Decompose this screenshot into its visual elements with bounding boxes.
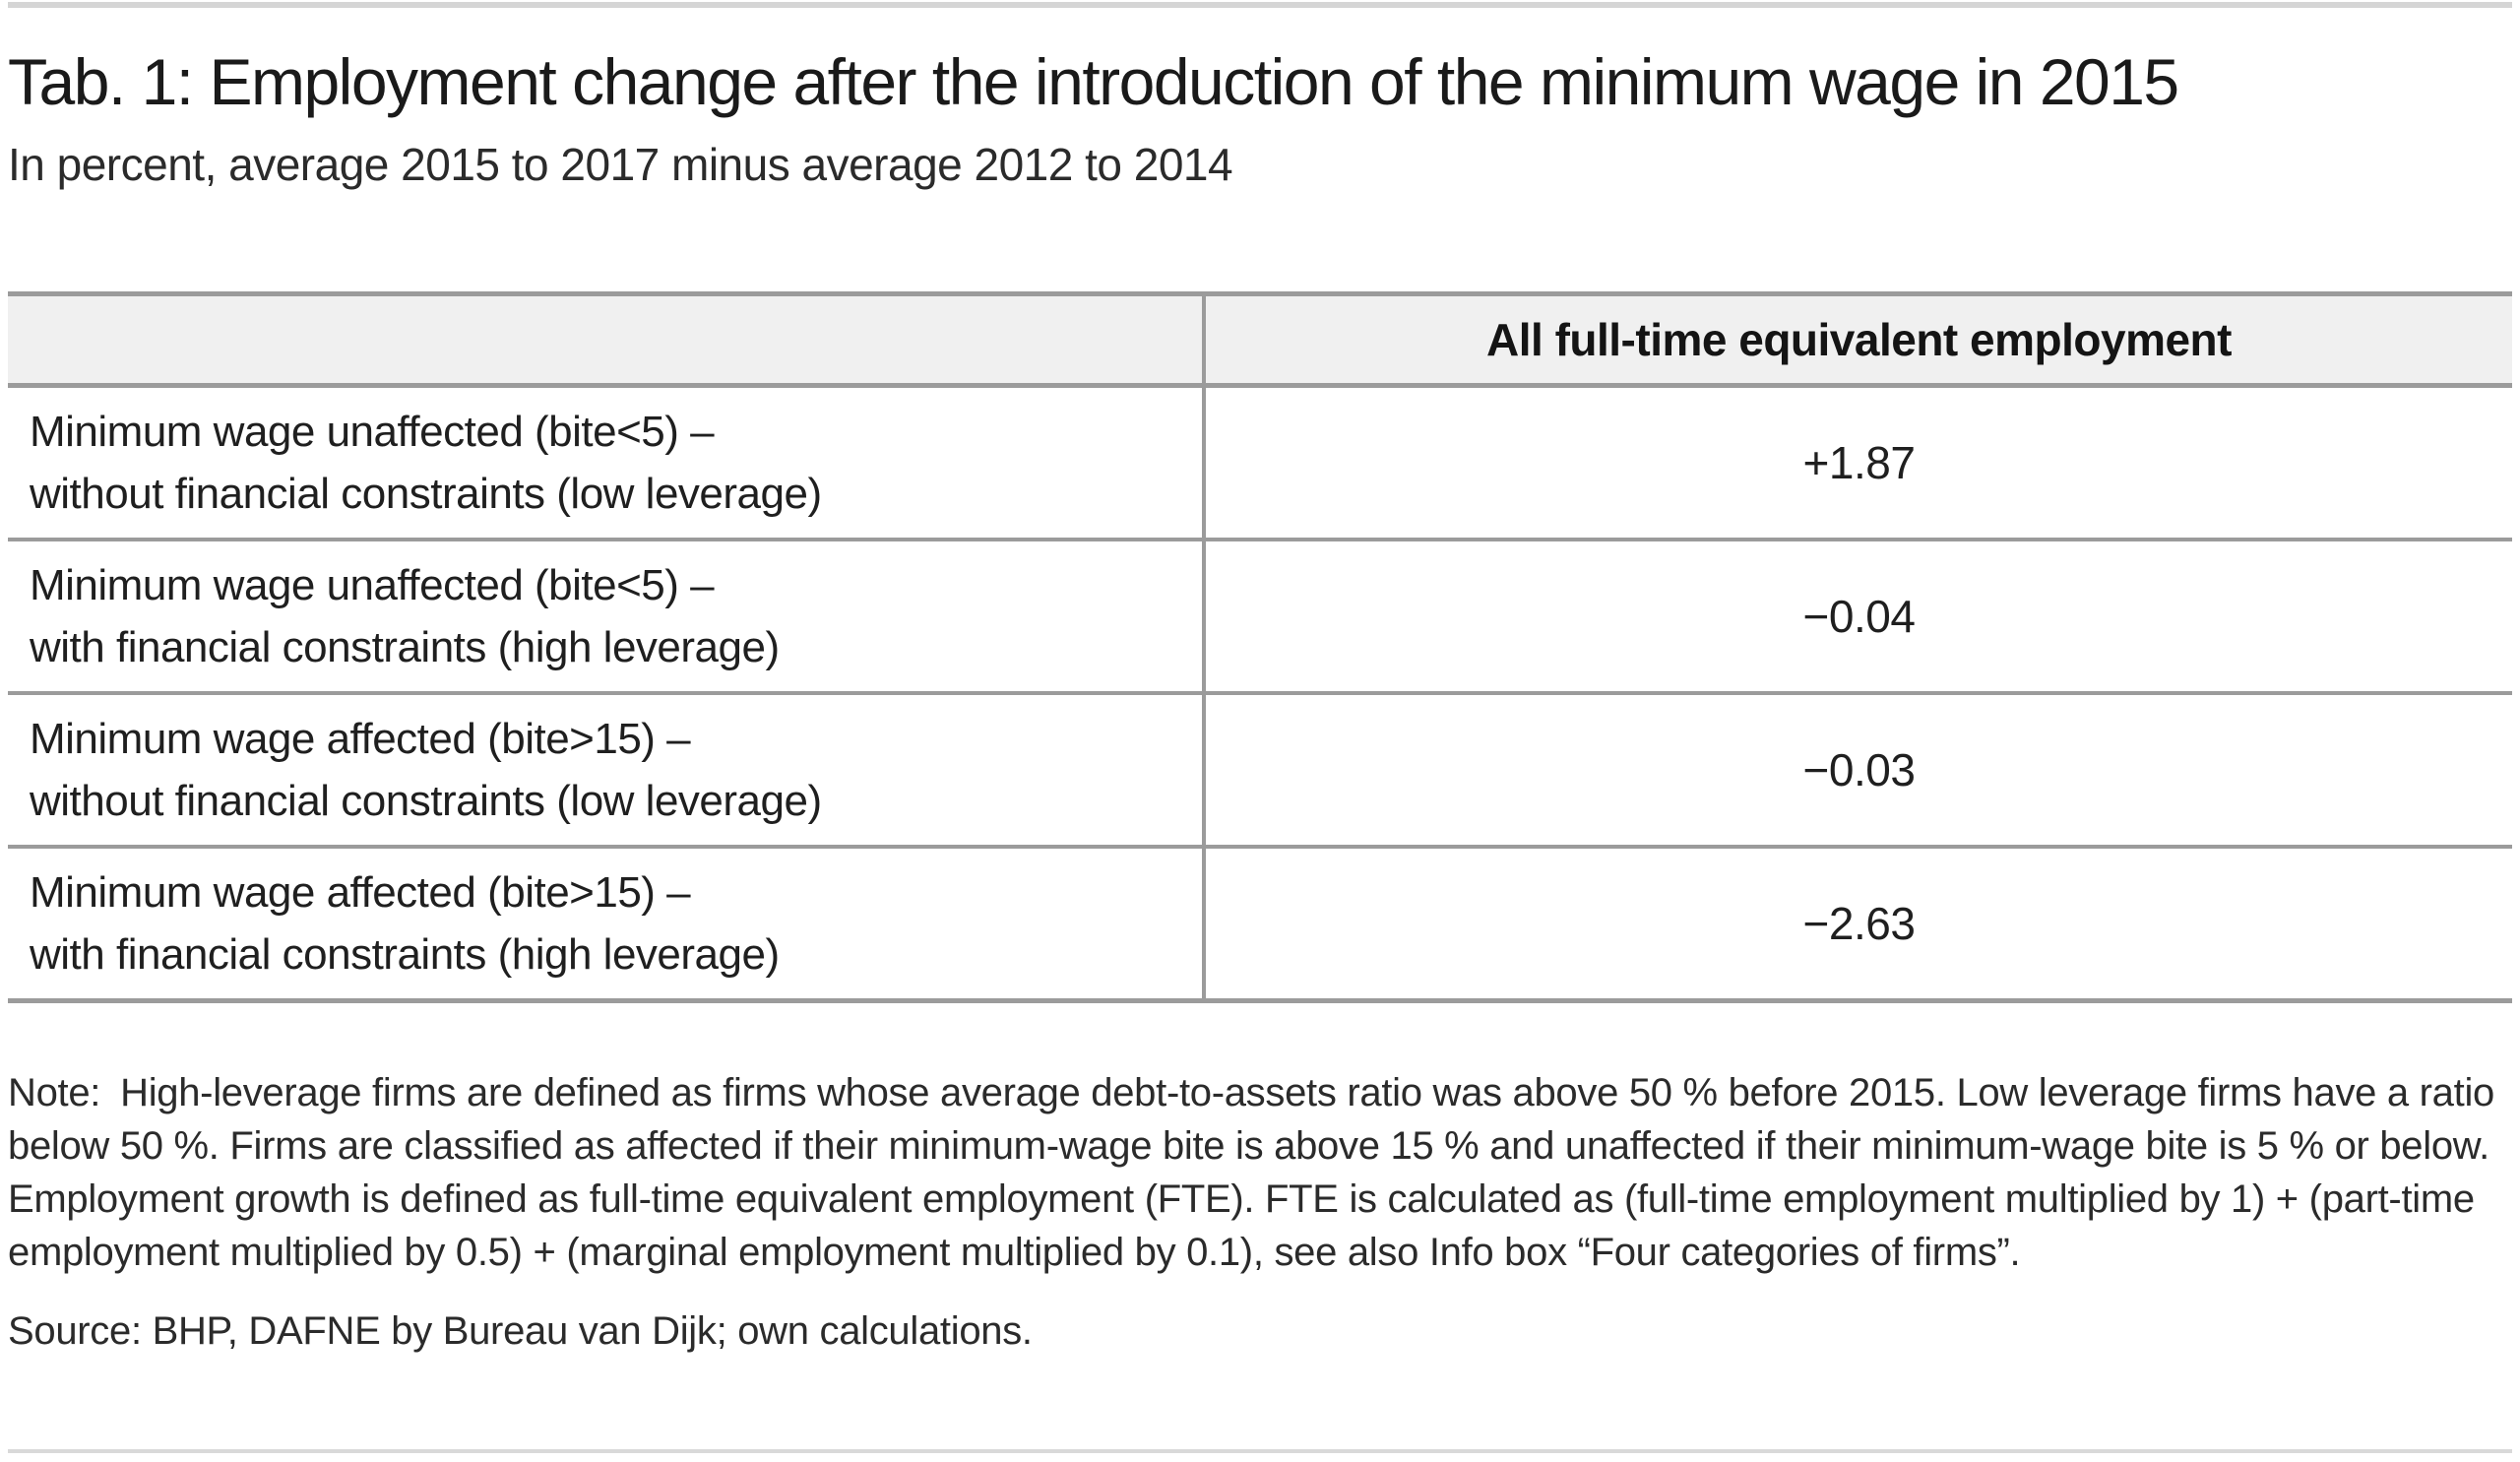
note-text: High-leverage firms are defined as firms… [8,1071,2494,1274]
row-label-line2: without financial constraints (low lever… [30,470,822,518]
row-label: Minimum wage affected (bite>15) – withou… [8,695,1206,845]
table-title: Tab. 1: Employment change after the intr… [8,45,2179,118]
row-label: Minimum wage unaffected (bite<5) – with … [8,541,1206,691]
table-header-row: All full-time equivalent employment [8,296,2512,388]
row-label: Minimum wage unaffected (bite<5) – witho… [8,388,1206,538]
employment-table: All full-time equivalent employment Mini… [8,291,2512,1003]
row-value: −2.63 [1802,898,1916,949]
table-row: Minimum wage affected (bite>15) – with f… [8,849,2512,998]
table-row: Minimum wage unaffected (bite<5) – witho… [8,388,2512,541]
row-label-line2: with financial constraints (high leverag… [30,623,780,671]
row-value: +1.87 [1802,437,1916,488]
row-label-line1: Minimum wage unaffected (bite<5) – [30,408,715,456]
table-row: Minimum wage unaffected (bite<5) – with … [8,541,2512,695]
top-divider-rule [8,2,2512,8]
source-line: Source: BHP, DAFNE by Bureau van Dijk; o… [8,1309,1033,1353]
row-label: Minimum wage affected (bite>15) – with f… [8,849,1206,998]
table-subtitle: In percent, average 2015 to 2017 minus a… [8,138,1233,190]
note-label: Note: [8,1071,101,1114]
header-empty-cell [8,296,1206,383]
table-note: Note: High-leverage firms are defined as … [8,1066,2512,1279]
header-value-column: All full-time equivalent employment [1486,314,2232,365]
bottom-divider-rule [8,1449,2512,1453]
row-label-line1: Minimum wage unaffected (bite<5) – [30,561,715,609]
row-label-line2: without financial constraints (low lever… [30,777,822,825]
row-value: −0.04 [1802,591,1916,642]
row-label-line1: Minimum wage affected (bite>15) – [30,868,691,917]
row-label-line2: with financial constraints (high leverag… [30,930,780,979]
table-row: Minimum wage affected (bite>15) – withou… [8,695,2512,849]
row-value: −0.03 [1802,744,1916,795]
row-label-line1: Minimum wage affected (bite>15) – [30,715,691,763]
